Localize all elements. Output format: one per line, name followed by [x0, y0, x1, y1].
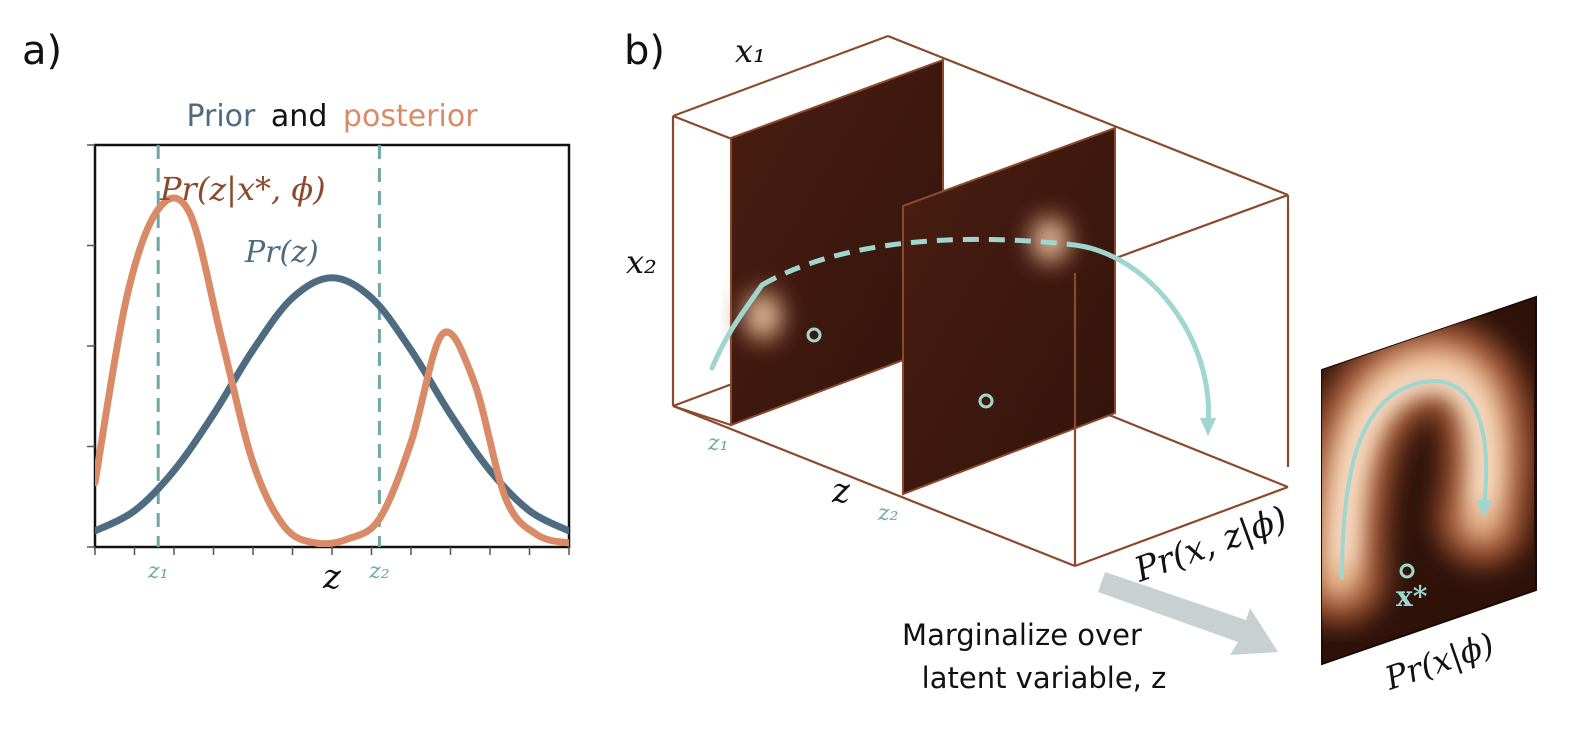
slice-z2: [902, 126, 1116, 496]
xstar-point: [1399, 563, 1415, 579]
marginalize-text-line1: Marginalize over: [902, 618, 1142, 652]
marginalize-text-line2: latent variable, z: [922, 661, 1167, 695]
panel-b-label: b): [624, 28, 665, 74]
marginal-path-arrowhead: [1476, 500, 1492, 518]
slice-label-z2: z₂: [877, 501, 898, 526]
x-axis-label: z: [322, 557, 342, 597]
title-prior-word: Prior: [186, 99, 256, 134]
axis-x2-label: x₂: [626, 243, 657, 281]
title-and-word: and: [271, 99, 327, 134]
prior-label: Pr(z): [244, 235, 319, 270]
axis-z-label: z: [831, 471, 851, 511]
marginalize-arrow: [1098, 572, 1278, 655]
latent-path-hidden: [760, 236, 1076, 288]
posterior-label: Pr(z|x*, ϕ): [159, 170, 326, 208]
latent-path-start: [709, 282, 765, 371]
marker-label-z1: z₁: [147, 559, 168, 584]
joint-distribution-box: x₁ x₂ z z₁ z₂ Pr(x, z|ϕ): [626, 32, 1292, 591]
marginal-distribution-panel: x* Pr(x|ϕ): [1321, 295, 1537, 698]
marker-label-z2: z₂: [368, 559, 389, 584]
tick-marks: [87, 144, 570, 555]
axis-x1-label: x₁: [735, 32, 766, 70]
prior-posterior-plot: Pr(z|x*, ϕ) Pr(z) z₁ z₂ z: [87, 143, 571, 597]
sample-point-z1: [806, 327, 822, 343]
title-posterior-word: posterior: [343, 99, 478, 134]
chart-title: Prior and posterior: [186, 99, 478, 134]
sample-point-z2: [978, 393, 994, 409]
density-peak-z1: [737, 282, 789, 350]
xstar-label: x*: [1396, 580, 1428, 613]
posterior-curve: [95, 194, 569, 547]
prior-curve: [95, 274, 569, 535]
density-peak-z2: [1024, 208, 1076, 272]
latent-path-end: [1072, 242, 1211, 428]
marginal-path: [1340, 379, 1489, 580]
panel-a-label: a): [22, 28, 62, 74]
latent-path-arrowhead: [1200, 418, 1216, 436]
joint-distribution-label: Pr(x, z|ϕ): [1128, 498, 1292, 590]
slice-label-z1: z₁: [707, 431, 728, 456]
